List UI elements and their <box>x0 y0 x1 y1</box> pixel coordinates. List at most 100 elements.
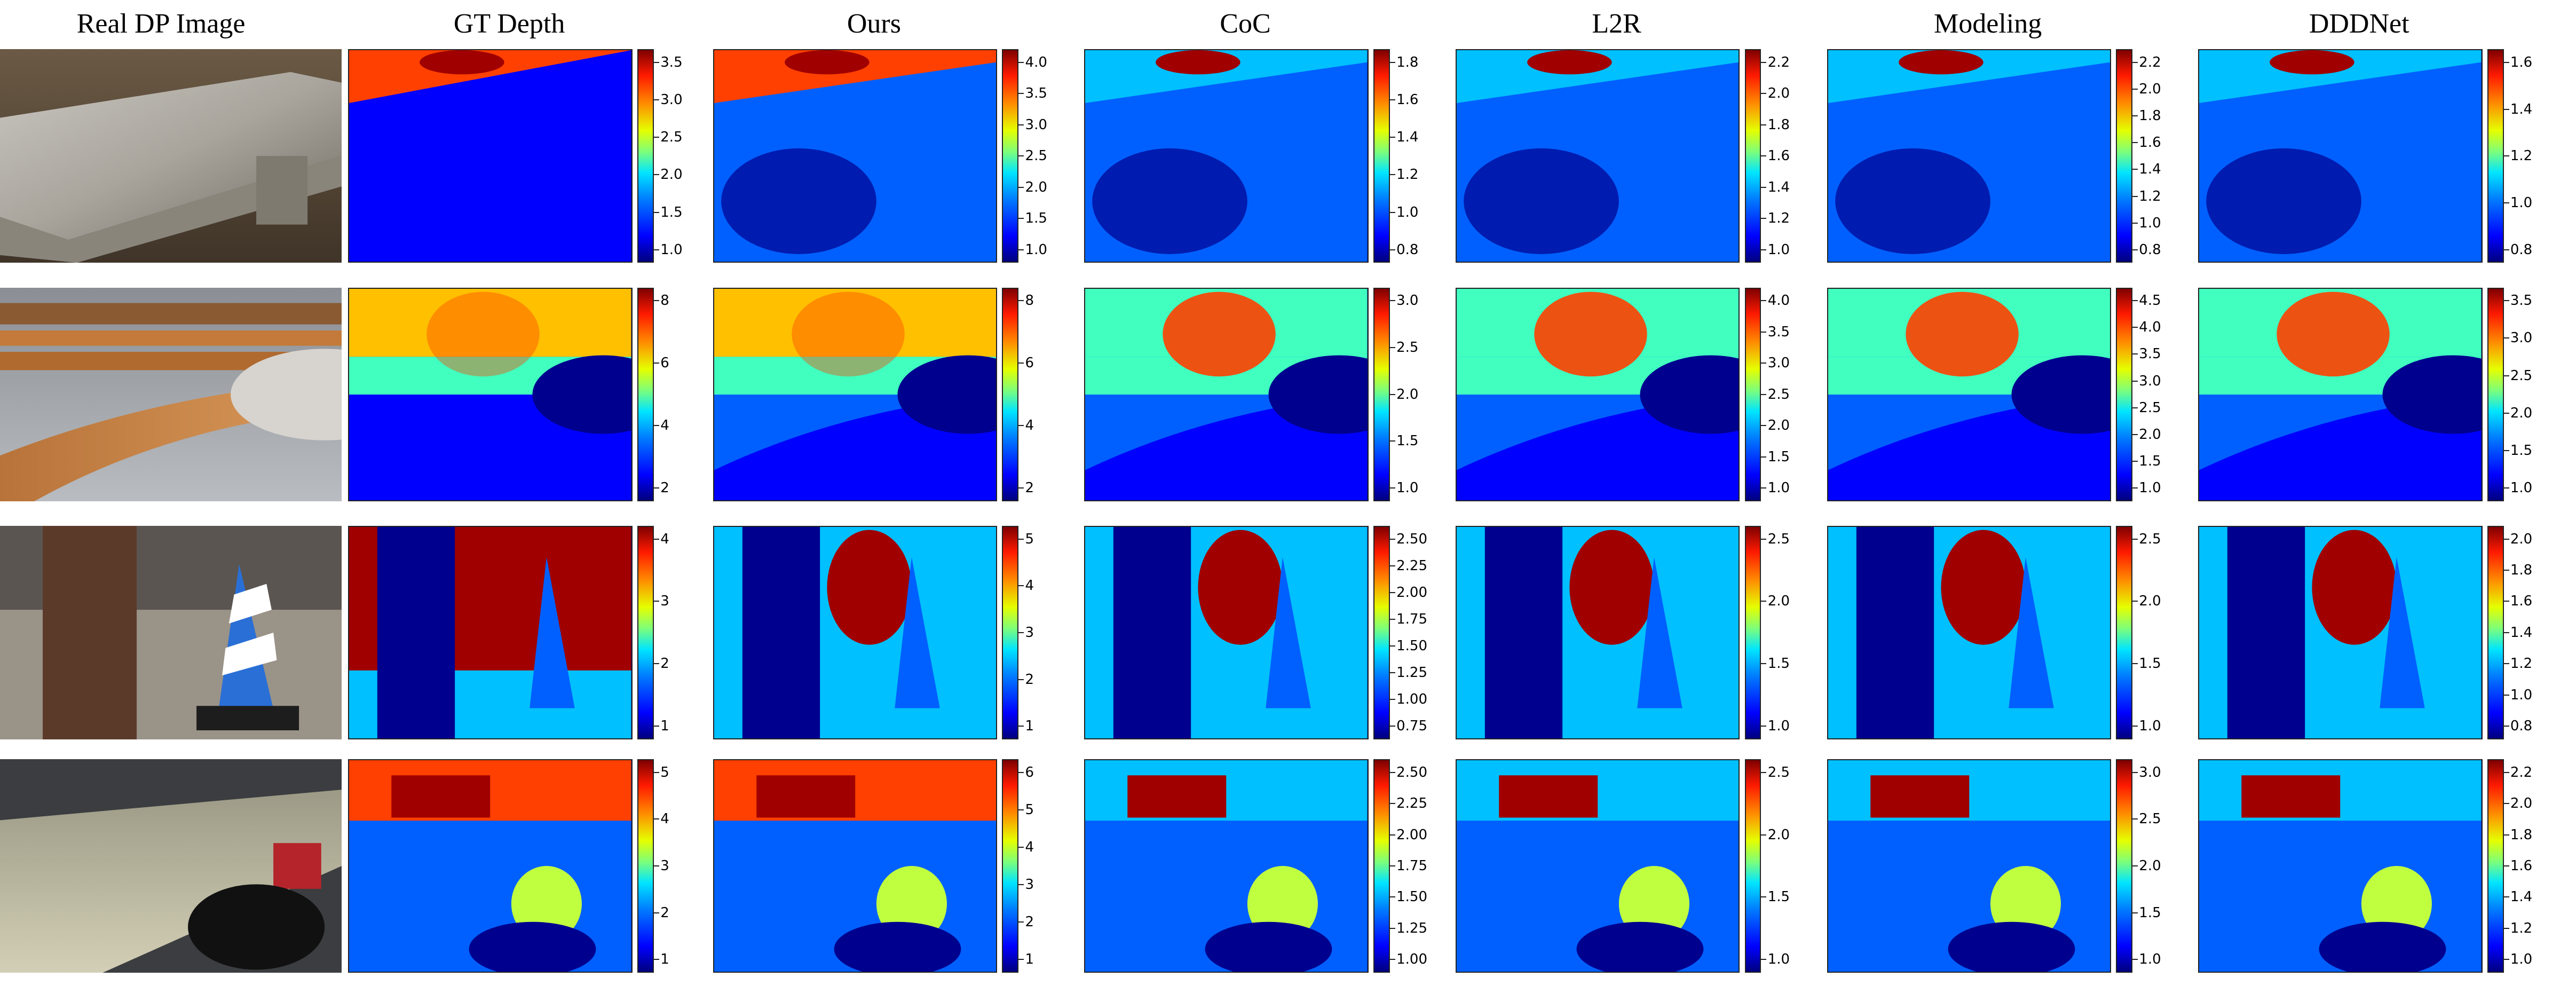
colorbar <box>637 287 654 501</box>
colorbar-tick-mark <box>2132 538 2138 540</box>
colorbar-tick-mark <box>2132 818 2138 820</box>
colorbar-tick-label: 4 <box>660 811 669 827</box>
colorbar-tick-mark <box>1389 393 1395 395</box>
colorbar-tick-label: 2.2 <box>2510 764 2533 781</box>
colorbar-tick-label: 4.0 <box>1767 293 1790 309</box>
colorbar-tick-label: 3.0 <box>2139 764 2161 781</box>
colorbar-tick-label: 1.2 <box>2510 148 2533 164</box>
colorbar-tick-label: 1.0 <box>1767 241 1790 258</box>
colorbar-tick-mark <box>653 726 659 727</box>
colorbar-tick-label: 3 <box>660 593 669 610</box>
colorbar-tick-label: 1.2 <box>1767 210 1790 227</box>
colorbar-tick-label: 1.0 <box>1396 480 1419 496</box>
colorbar-tick-label: 6 <box>1025 355 1034 372</box>
colorbar <box>1002 525 1019 739</box>
column-header-coc: CoC <box>1220 9 1271 39</box>
colorbar-tick-label: 2.0 <box>1025 179 1047 195</box>
colorbar-tick-label: 1.6 <box>1396 92 1419 108</box>
colorbar-tick-label: 4 <box>660 417 669 434</box>
colorbar-tick-label: 2.0 <box>660 167 683 183</box>
colorbar-tick-mark <box>1018 679 1024 680</box>
colorbar-tick-mark <box>1389 538 1395 540</box>
colorbar-tick-mark <box>653 174 659 176</box>
colorbar-tick-label: 3 <box>1025 624 1034 641</box>
colorbar-tick-label: 1 <box>660 951 669 968</box>
colorbar-tick-label: 2 <box>660 656 669 672</box>
colorbar-tick-label: 3.5 <box>2510 293 2533 309</box>
colorbar-tick-label: 2.0 <box>2510 795 2533 812</box>
real-dp-image-wooden-bench <box>0 287 342 501</box>
colorbar-tick-label: 1.6 <box>2510 54 2533 70</box>
colorbar <box>2116 287 2132 501</box>
colorbar-tick-label: 1.5 <box>2139 656 2161 672</box>
column-header-gt-depth: GT Depth <box>453 9 565 39</box>
colorbar-tick-mark <box>2503 694 2509 696</box>
colorbar-tick-mark <box>1389 834 1395 836</box>
colorbar-tick-label: 1.4 <box>2510 624 2533 641</box>
depth-map-l2r-office-table <box>1455 759 1740 973</box>
colorbar-tick-mark <box>653 912 659 913</box>
colorbar-tick-label: 1.5 <box>660 204 683 220</box>
colorbar-tick-label: 0.8 <box>2510 718 2533 735</box>
colorbar-tick-mark <box>2132 300 2138 302</box>
colorbar <box>2487 759 2504 973</box>
column-header-dddnet: DDDNet <box>2309 9 2409 39</box>
colorbar-tick-mark <box>2503 249 2509 250</box>
colorbar-tick-mark <box>1761 93 1767 94</box>
colorbar-tick-mark <box>2132 601 2138 602</box>
colorbar-tick-label: 1.0 <box>660 241 683 258</box>
colorbar-tick-label: 2.5 <box>1396 339 1419 356</box>
colorbar-tick-label: 1.8 <box>2139 108 2161 124</box>
colorbar <box>637 49 654 263</box>
colorbar-tick-mark <box>2503 927 2509 929</box>
colorbar-tick-mark <box>1761 601 1767 602</box>
colorbar-tick-mark <box>1018 93 1024 94</box>
colorbar <box>1373 287 1390 501</box>
colorbar-tick-mark <box>1761 331 1767 333</box>
colorbar-tick-mark <box>2503 487 2509 489</box>
colorbar-tick-mark <box>1389 672 1395 674</box>
colorbar-tick-label: 1.0 <box>2510 951 2533 968</box>
colorbar-tick-mark <box>1389 300 1395 302</box>
colorbar-tick-label: 2.5 <box>1025 148 1047 164</box>
colorbar-tick-mark <box>1761 155 1767 157</box>
colorbar-tick-label: 2.0 <box>1396 386 1419 403</box>
colorbar-tick-label: 5 <box>1025 531 1034 547</box>
colorbar-tick-label: 1.5 <box>2139 453 2161 469</box>
colorbar-tick-mark <box>1389 440 1395 442</box>
colorbar <box>2487 525 2504 739</box>
colorbar-tick-mark <box>2132 142 2138 144</box>
colorbar-tick-label: 2.0 <box>2139 858 2161 874</box>
column-header-l2r: L2R <box>1592 9 1641 39</box>
colorbar-tick-label: 1.4 <box>1767 179 1790 195</box>
colorbar-tick-label: 1.0 <box>1025 241 1047 258</box>
colorbar-tick-label: 8 <box>660 293 669 309</box>
colorbar-tick-label: 2.0 <box>1767 85 1790 102</box>
colorbar-tick-label: 2.25 <box>1396 795 1428 812</box>
colorbar-tick-mark <box>1389 61 1395 63</box>
colorbar-tick-label: 0.8 <box>2510 241 2533 258</box>
colorbar-tick-label: 1.8 <box>2510 826 2533 843</box>
colorbar-tick-label: 3.5 <box>660 54 683 70</box>
colorbar-tick-label: 3.0 <box>660 92 683 108</box>
colorbar-tick-label: 1 <box>660 718 669 735</box>
colorbar-tick-label: 4 <box>1025 839 1034 855</box>
colorbar-tick-label: 3.0 <box>2510 330 2533 346</box>
column-header-modeling: Modeling <box>1934 9 2042 39</box>
colorbar-tick-label: 5 <box>660 764 669 781</box>
colorbar-tick-label: 2 <box>1025 480 1034 496</box>
colorbar-tick-mark <box>1761 362 1767 364</box>
colorbar-tick-mark <box>653 818 659 820</box>
colorbar-tick-label: 2 <box>660 480 669 496</box>
colorbar-tick-label: 1.5 <box>1767 448 1790 465</box>
colorbar-tick-label: 2.00 <box>1396 826 1428 843</box>
depth-map-dddnet-office-table <box>2198 759 2483 973</box>
colorbar-tick-label: 1.0 <box>1396 204 1419 220</box>
colorbar-tick-label: 2.50 <box>1396 764 1428 781</box>
colorbar-tick-label: 1.5 <box>1767 889 1790 905</box>
depth-map-coc-stone-bench <box>1084 49 1369 263</box>
colorbar-tick-mark <box>2503 155 2509 157</box>
colorbar-tick-label: 4.0 <box>2139 319 2161 336</box>
colorbar-tick-mark <box>1018 809 1024 810</box>
colorbar-tick-mark <box>653 425 659 427</box>
